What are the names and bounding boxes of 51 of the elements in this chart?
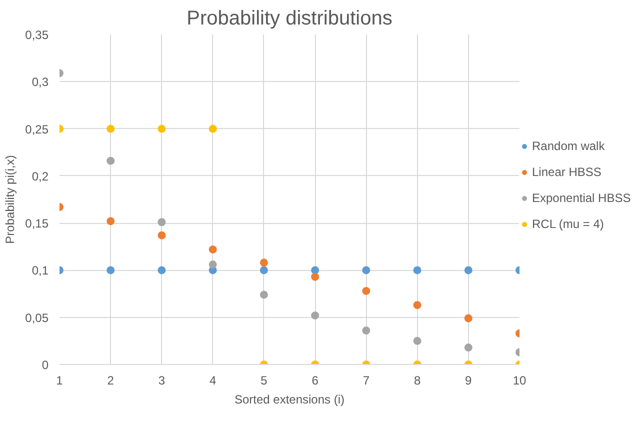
point: [413, 266, 422, 274]
point: [464, 314, 472, 322]
x-tick-label: 7: [362, 374, 370, 388]
chart-title: Probability distributions: [186, 8, 392, 30]
x-axis-title: Sorted extensions (i): [234, 392, 345, 406]
point: [106, 156, 115, 165]
y-tick-label: 0,05: [25, 310, 49, 325]
legend-label: Exponential HBSS: [532, 191, 631, 205]
point: [208, 245, 217, 254]
y-tick-label: 0,15: [25, 216, 49, 231]
point: [106, 217, 115, 226]
point: [413, 301, 422, 310]
y-tick-label: 0: [42, 358, 49, 372]
y-tick-label: 0,2: [32, 169, 49, 184]
point: [311, 266, 320, 274]
point: [106, 266, 115, 274]
point: [106, 124, 115, 133]
point: [158, 124, 166, 133]
point: [158, 231, 166, 240]
x-tick-label: 4: [209, 374, 216, 388]
y-tick-label: 0,25: [25, 122, 49, 136]
point: [311, 311, 320, 320]
y-tick-label: 0,3: [32, 75, 49, 90]
x-tick-label: 2: [107, 374, 114, 388]
point: [158, 266, 166, 274]
point: [464, 344, 472, 352]
point: [208, 260, 217, 269]
point: [311, 272, 320, 281]
x-tick-label: 9: [465, 374, 472, 388]
point: [464, 266, 472, 274]
x-tick-label: 5: [260, 374, 268, 388]
point: [362, 286, 370, 295]
point: [260, 290, 268, 299]
legend-label: Random walk: [532, 139, 605, 153]
x-tick-label: 10: [512, 374, 526, 388]
x-tick-label: 3: [158, 374, 166, 388]
point: [362, 326, 370, 335]
legend-label: Linear HBSS: [532, 165, 602, 179]
x-tick-label: 6: [312, 374, 319, 388]
y-tick-label: 0,1: [32, 264, 49, 278]
x-tick-label: 1: [56, 374, 64, 388]
y-axis-title: Probability pi(i,x): [3, 155, 18, 244]
y-tick-label: 0,35: [25, 28, 49, 42]
point: [362, 266, 370, 274]
point: [260, 258, 268, 267]
point: [260, 266, 268, 274]
x-tick-label: 8: [414, 374, 421, 388]
legend-label: RCL (mu = 4): [532, 217, 604, 231]
point: [208, 124, 217, 133]
point: [158, 218, 166, 226]
point: [413, 336, 422, 345]
